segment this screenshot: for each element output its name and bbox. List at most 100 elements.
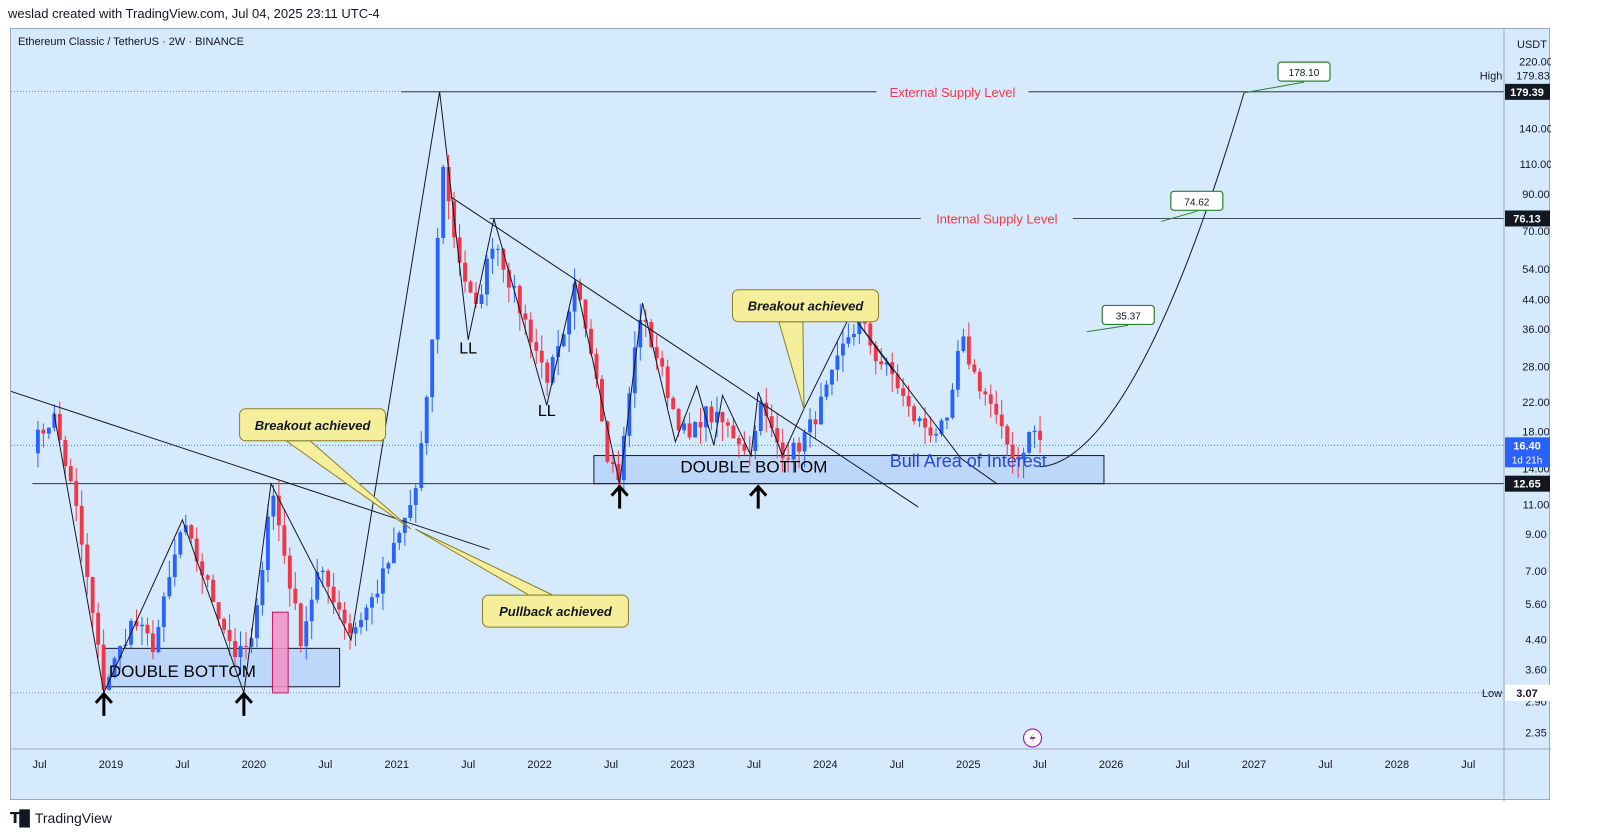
candle-body [391,542,396,564]
candle-body [430,339,435,398]
footer: 𝗧█ TradingView [10,806,112,830]
candle-body [457,237,462,263]
chart-text-label: DOUBLE BOTTOM [680,457,827,476]
candle-body [802,432,807,452]
candle-body [265,516,270,570]
level-179-tag: 179.39 [1510,87,1544,99]
candle-body [928,427,933,436]
candle-body [353,627,358,634]
callout-pointer [778,321,805,409]
candle-body [233,641,237,657]
candle-body [567,311,572,335]
countdown-tag: 1d 21h [1512,455,1543,466]
candle-body [715,411,719,423]
target-label-box [1170,190,1224,211]
time-tick-label: Jul [175,759,189,771]
time-tick-label: Jul [890,759,904,771]
candle-body [917,418,922,422]
candle-body [298,603,303,647]
candle-body [435,237,440,340]
high-value: 179.83 [1516,70,1550,82]
price-tick-label: 22.00 [1522,397,1550,409]
candle-body [999,414,1004,427]
low-tag: 3.07 [1516,688,1537,700]
candle-body [610,461,615,465]
symbol-title: Ethereum Classic / TetherUS · 2W · BINAN… [18,36,244,48]
candle-body [402,517,407,533]
candle-body [731,425,736,439]
price-chart[interactable]: External Supply Level Internal Supply Lev… [11,29,1551,801]
target-pointer [1160,210,1197,222]
level-76-tag-bg [1505,210,1550,227]
candle-body [178,532,183,555]
chart-area[interactable]: External Supply Level Internal Supply Lev… [10,28,1551,801]
candle-body [758,402,763,432]
candle-body [342,609,347,624]
candle-body [945,417,949,421]
time-tick-label: 2021 [385,759,409,771]
candle-body [413,488,418,505]
candle-body [419,443,424,489]
callout-box [731,289,879,323]
candle-body [140,624,144,627]
footer-brand: TradingView [34,810,112,826]
candle-body [150,633,155,653]
candle-body [676,409,681,431]
candle-body [671,397,676,410]
descending-trendline-1 [11,390,490,551]
candle-body [786,458,791,460]
candle-body [172,554,177,578]
time-tick-label: Jul [1033,759,1047,771]
candle-body [156,627,161,653]
candle-body [468,281,473,293]
candle-body [528,319,533,343]
last-price-tag: 16.40 [1513,440,1541,452]
time-tick-label: 2022 [527,759,551,771]
chart-text-label: Bull Area of Interest [890,451,1047,471]
candle-body [556,346,561,358]
time-tick-label: Jul [1461,759,1475,771]
time-tick-label: 2019 [99,759,123,771]
target-pointer [1243,81,1305,94]
time-tick-label: 2026 [1099,759,1123,771]
candle-body [238,645,243,657]
candle-body [572,283,577,312]
price-tick-label: 36.00 [1522,324,1550,336]
chart-text-label: DOUBLE BOTTOM [109,662,256,681]
up-arrow-icon [234,691,254,716]
candle-body [46,427,51,434]
time-tick-label: 2027 [1242,759,1266,771]
candle-body [621,435,626,481]
candle-body [506,269,511,288]
descending-trendline-2 [450,196,919,508]
candle-body [846,337,851,344]
candle-body [107,676,112,690]
candle-body [643,319,648,323]
candle-body [200,561,205,576]
price-tick-label: 90.00 [1522,189,1550,201]
candle-body [90,577,95,613]
candle-body [550,357,555,383]
candle-body [304,621,309,647]
candle-body [780,442,785,459]
candle-body [85,544,90,578]
candle-body [824,384,829,397]
price-tick-label: 2.35 [1525,727,1546,739]
candle-body [884,362,889,365]
projection-curve [1039,92,1245,468]
candle-body [424,397,429,444]
candle-body [441,166,446,238]
candle-body [830,369,834,385]
demand-zone [593,455,1105,485]
candle-body [397,532,402,543]
candle-body [205,575,210,580]
candle-body [906,395,911,407]
candle-body [1038,430,1042,440]
time-tick-label: 2025 [956,759,980,771]
candle-body [501,248,506,270]
candle-body [687,423,692,438]
candle-body [118,645,122,659]
candle-body [791,442,796,460]
candle-body [370,597,374,608]
candle-body [627,393,632,436]
